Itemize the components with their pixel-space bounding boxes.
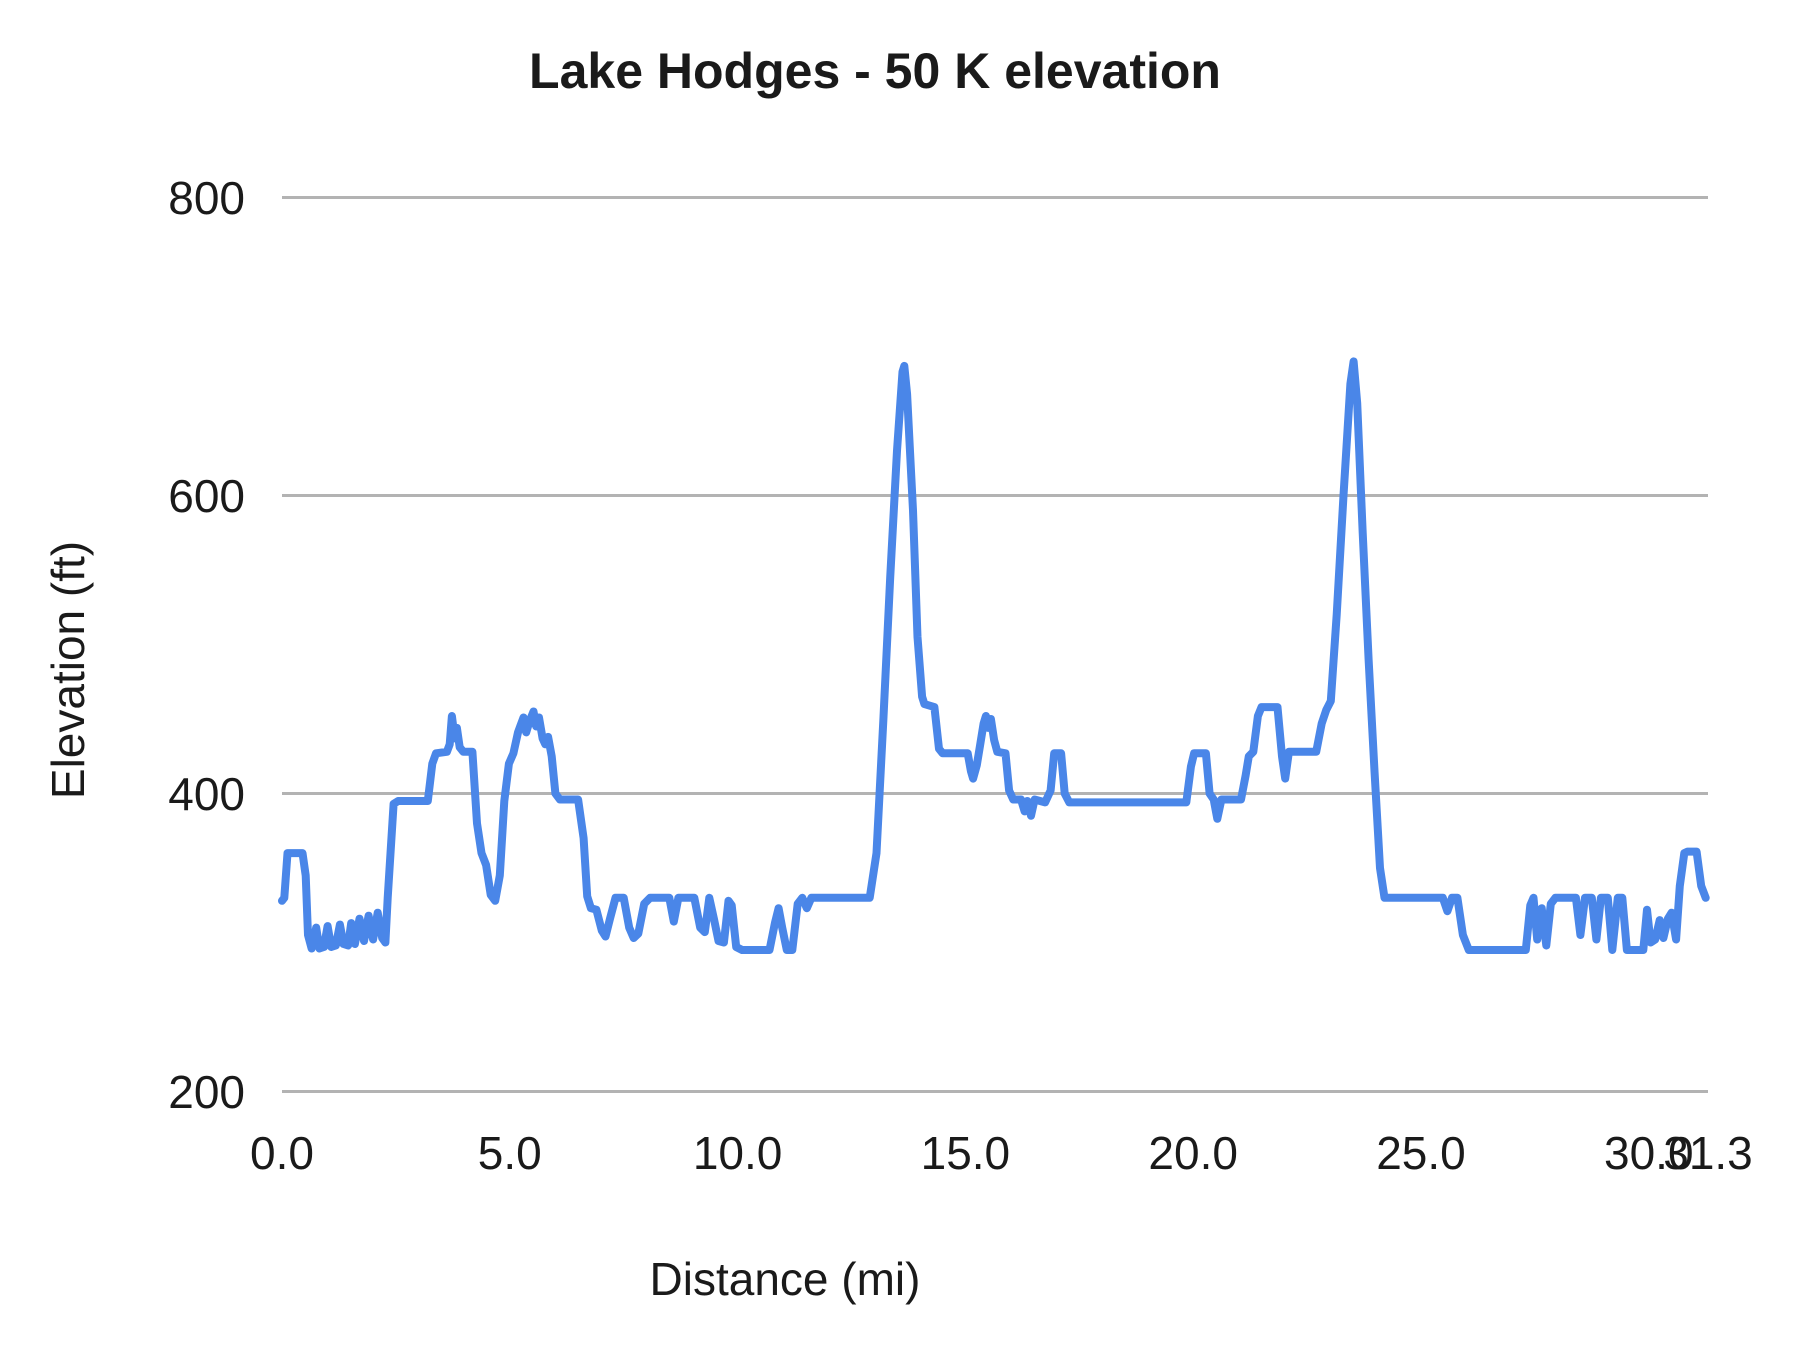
gridlines (282, 196, 1708, 1093)
chart-title: Lake Hodges - 50 K elevation (529, 43, 1221, 99)
y-tick-label: 400 (168, 767, 245, 820)
y-tick-label: 200 (168, 1065, 245, 1118)
y-tick-label: 800 (168, 171, 245, 224)
x-tick-label: 5.0 (477, 1127, 542, 1179)
x-tick-label: 10.0 (692, 1127, 783, 1179)
y-tick-label: 600 (168, 469, 245, 522)
x-axis-title: Distance (mi) (649, 1253, 921, 1305)
x-tick-label: 0.0 (250, 1127, 314, 1179)
x-tick-label: 30.0 (1604, 1127, 1694, 1179)
x-tick-label: 25.0 (1376, 1127, 1466, 1179)
x-tick-label: 20.0 (1148, 1127, 1238, 1179)
y-axis-title: Elevation (ft) (42, 540, 94, 800)
elevation-line (278, 357, 1710, 954)
x-tick-label: 15.0 (920, 1127, 1011, 1179)
x-tick-label: 31.3 (1663, 1127, 1753, 1179)
